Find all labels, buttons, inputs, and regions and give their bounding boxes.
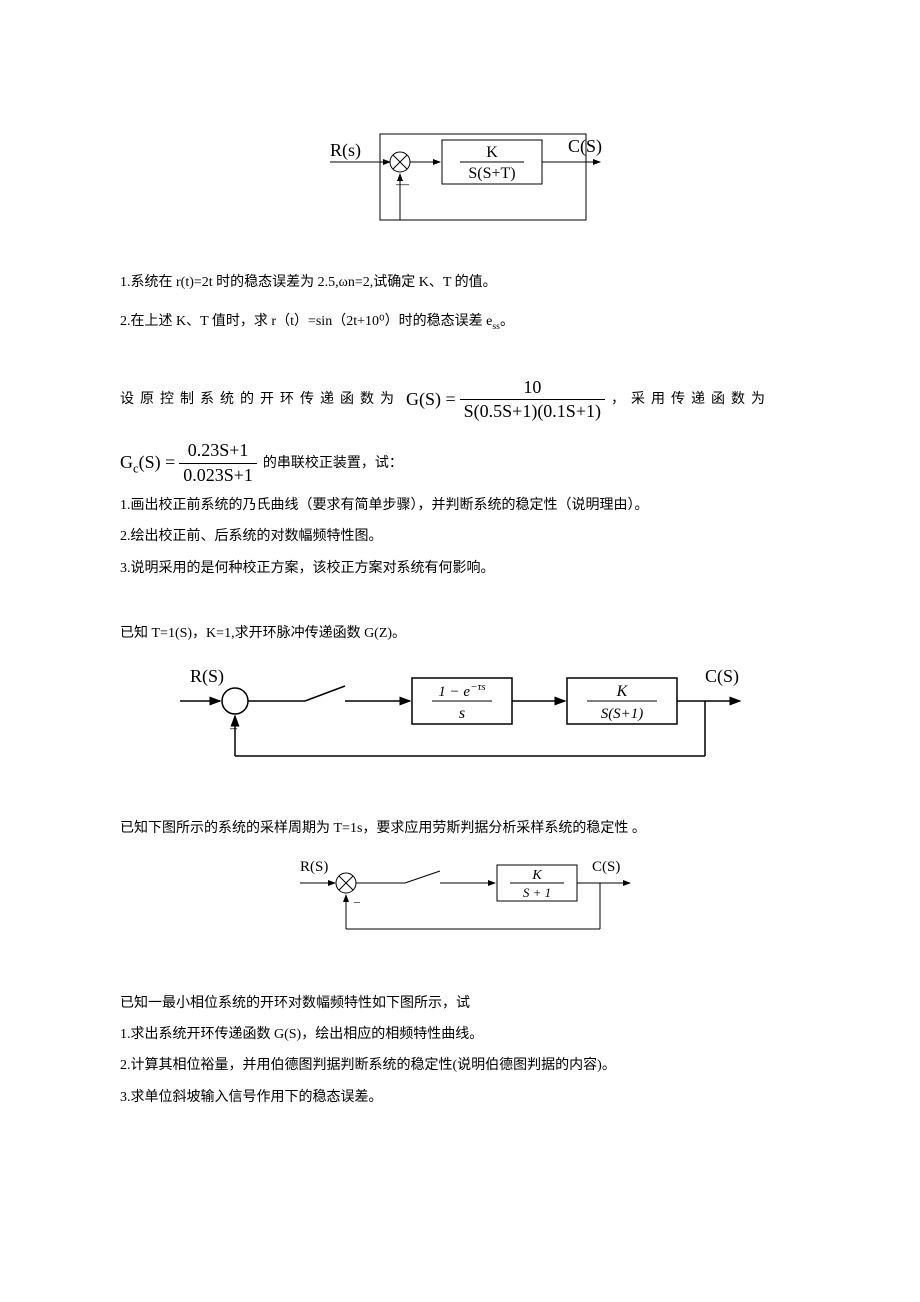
problem-4: 已知下图所示的系统的采样周期为 T=1s，要求应用劳斯判据分析采样系统的稳定性 … xyxy=(120,816,800,951)
p1-q2-sub: ss xyxy=(492,321,500,332)
p4-prompt: 已知下图所示的系统的采样周期为 T=1s，要求应用劳斯判据分析采样系统的稳定性 … xyxy=(120,816,800,841)
d3-b1-num: 1 − e−τs xyxy=(438,681,485,700)
p1-q1: 1.系统在 r(t)=2t 时的稳态误差为 2.5,ωn=2,试确定 K、T 的… xyxy=(120,270,800,295)
p3-prompt: 已知 T=1(S)，K=1,求开环脉冲传递函数 G(Z)。 xyxy=(120,621,800,646)
p5-q1: 1.求出系统开环传递函数 G(S)，绘出相应的相频特性曲线。 xyxy=(120,1022,800,1047)
p2-q3: 3.说明采用的是何种校正方案，该校正方案对系统有何影响。 xyxy=(120,556,800,581)
p2-intro-a: 设原控制系统的开环传递函数为 xyxy=(120,387,400,412)
block-num: K xyxy=(486,144,498,161)
p2-eq2-den: 0.023S+1 xyxy=(179,464,257,487)
problem-5: 已知一最小相位系统的开环对数幅频特性如下图所示，试 1.求出系统开环传递函数 G… xyxy=(120,991,800,1110)
diagram-3: R(S) – 1 − e−τs s K S(S+1 xyxy=(160,656,760,776)
output-label: C(S) xyxy=(568,136,602,157)
diagram-3-wrap: R(S) – 1 − e−τs s K S(S+1 xyxy=(160,656,800,776)
p2-line1: 设原控制系统的开环传递函数为 G(S) = 10 S(0.5S+1)(0.1S+… xyxy=(120,376,800,424)
diagram-1: R(s) — K S(S+T) C(S) xyxy=(300,130,620,250)
p2-line2: Gc(S) = 0.23S+1 0.023S+1 的串联校正装置，试： xyxy=(120,439,800,487)
p2-eq2-g: G xyxy=(120,452,133,472)
p2-eq2-s: (S) = xyxy=(139,452,176,472)
input-label: R(s) xyxy=(330,140,361,161)
block-den: S(S+T) xyxy=(468,165,515,182)
p2-eq1-num: 10 xyxy=(460,376,605,400)
minus-label: — xyxy=(395,176,410,191)
p5-intro: 已知一最小相位系统的开环对数幅频特性如下图所示，试 xyxy=(120,991,800,1016)
p2-intro-b: ，采用传递函数为 xyxy=(611,387,771,412)
p1-q2-tail: 。 xyxy=(500,314,514,329)
d3-b2-den: S(S+1) xyxy=(601,706,644,722)
diagram-4: R(S) – K S + 1 C(S) xyxy=(260,851,660,951)
p1-q2: 2.在上述 K、T 值时，求 r（t）=sin（2t+10⁰）时的稳态误差 es… xyxy=(120,309,800,335)
d4-num: K xyxy=(531,868,542,883)
d3-minus: – xyxy=(229,721,238,736)
p5-q3: 3.求单位斜坡输入信号作用下的稳态误差。 xyxy=(120,1085,800,1110)
d3-b1-den: s xyxy=(459,705,465,722)
d4-den: S + 1 xyxy=(523,885,551,900)
d3-input: R(S) xyxy=(190,666,224,687)
p2-q2: 2.绘出校正前、后系统的对数幅频特性图。 xyxy=(120,524,800,549)
d4-output: C(S) xyxy=(592,859,620,875)
p2-eq2-num: 0.23S+1 xyxy=(179,439,257,463)
diagram-4-wrap: R(S) – K S + 1 C(S) xyxy=(120,851,800,951)
p1-q2-text: 2.在上述 K、T 值时，求 r（t）=sin（2t+10⁰）时的稳态误差 e xyxy=(120,314,492,329)
d3-b2-num: K xyxy=(616,683,629,700)
problem-3: 已知 T=1(S)，K=1,求开环脉冲传递函数 G(Z)。 R(S) – xyxy=(120,621,800,776)
p2-eq1-den: S(0.5S+1)(0.1S+1) xyxy=(460,400,605,423)
d4-minus: – xyxy=(353,894,361,908)
p2-eq1: G(S) = 10 S(0.5S+1)(0.1S+1) xyxy=(406,376,605,424)
p2-q1: 1.画出校正前系统的乃氏曲线（要求有简单步骤），并判断系统的稳定性（说明理由）。 xyxy=(120,493,800,518)
p2-eq1-lhs: G(S) = xyxy=(406,383,456,415)
p5-q2: 2.计算其相位裕量，并用伯德图判据判断系统的稳定性(说明伯德图判据的内容)。 xyxy=(120,1053,800,1078)
p2-eq2: Gc(S) = 0.23S+1 0.023S+1 xyxy=(120,439,257,487)
page: R(s) — K S(S+T) C(S) xyxy=(0,0,920,1250)
p2-eq2-tail: 的串联校正装置，试： xyxy=(263,451,403,476)
problem-2: 设原控制系统的开环传递函数为 G(S) = 10 S(0.5S+1)(0.1S+… xyxy=(120,376,800,581)
problem-1: R(s) — K S(S+T) C(S) xyxy=(120,130,800,336)
d4-input: R(S) xyxy=(300,859,328,875)
diagram-1-wrap: R(s) — K S(S+T) C(S) xyxy=(120,130,800,250)
d3-output: C(S) xyxy=(705,666,739,687)
